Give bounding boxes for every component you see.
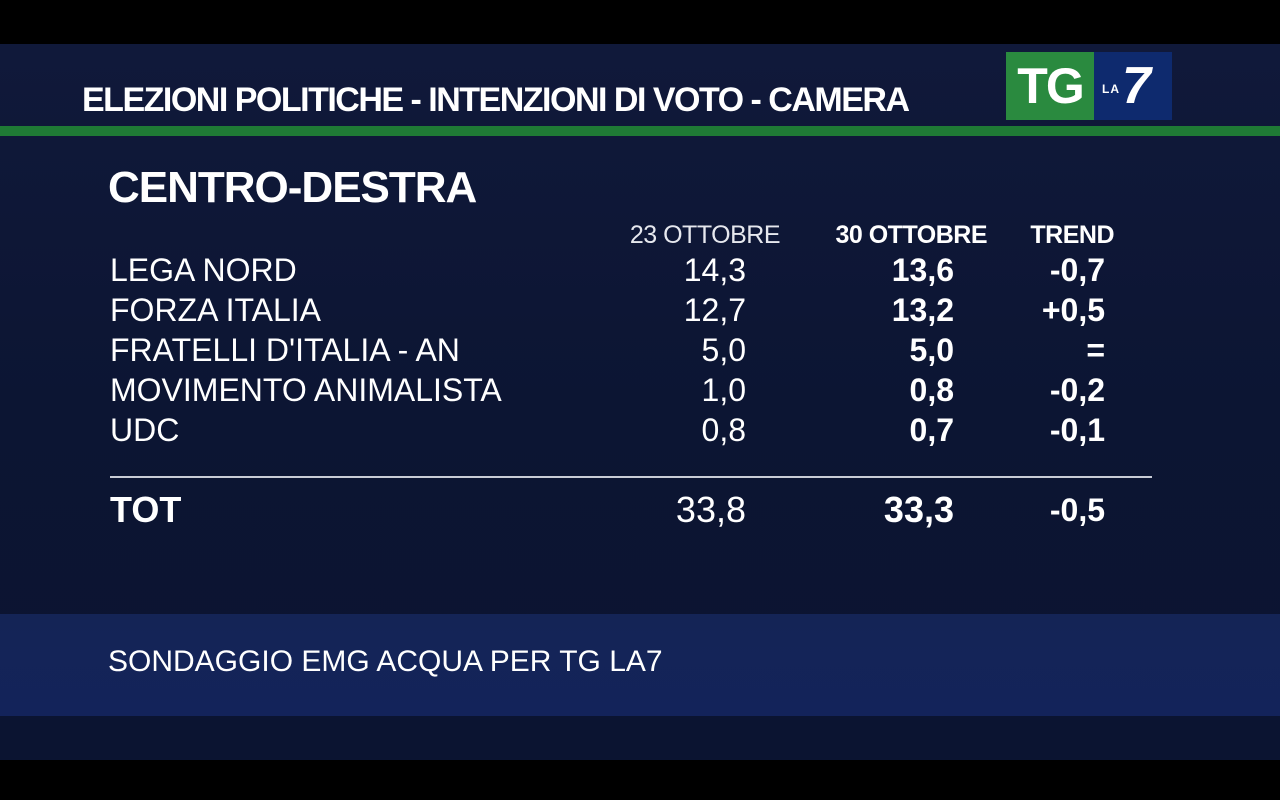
value-trend: -0,7 [1049, 252, 1105, 288]
table-row: FORZA ITALIA 12,7 13,2 +0,5 [0, 290, 1280, 330]
value-30-ottobre: 13,6 [891, 252, 954, 288]
total-divider [110, 476, 1152, 478]
logo-la-text: LA [1102, 82, 1120, 96]
value-23-ottobre: 12,7 [683, 292, 746, 328]
party-rows: LEGA NORD 14,3 13,6 -0,7 FORZA ITALIA 12… [0, 250, 1280, 450]
value-23-ottobre: 5,0 [701, 332, 746, 368]
value-30-ottobre: 5,0 [909, 332, 954, 368]
value-30-ottobre: 0,7 [909, 412, 954, 448]
value-30-ottobre: 0,8 [909, 372, 954, 408]
total-trend: -0,5 [1049, 492, 1105, 528]
table-row: LEGA NORD 14,3 13,6 -0,7 [0, 250, 1280, 290]
table-row: FRATELLI D'ITALIA - AN 5,0 5,0 = [0, 330, 1280, 370]
poll-source: SONDAGGIO EMG ACQUA PER TG LA7 [108, 645, 663, 678]
total-label: TOT [110, 489, 182, 530]
value-23-ottobre: 1,0 [701, 372, 746, 408]
logo-la7-block: LA 7 [1094, 52, 1172, 120]
value-trend: -0,2 [1049, 372, 1105, 408]
column-header-trend: TREND [1030, 221, 1114, 249]
column-header-30-ottobre: 30 OTTOBRE [835, 221, 987, 249]
logo-seven-text: 7 [1122, 57, 1151, 115]
total-row: TOT 33,8 33,3 -0,5 [0, 488, 1280, 532]
section-title: CENTRO-DESTRA [108, 163, 477, 212]
table-row: UDC 0,8 0,7 -0,1 [0, 410, 1280, 450]
footer-band [0, 614, 1280, 716]
column-header-23-ottobre: 23 OTTOBRE [629, 221, 781, 249]
party-name: LEGA NORD [110, 252, 297, 288]
party-name: MOVIMENTO ANIMALISTA [110, 372, 502, 408]
party-name: FORZA ITALIA [110, 292, 321, 328]
value-trend: -0,1 [1049, 412, 1105, 448]
value-trend: +0,5 [1041, 292, 1105, 328]
table-row: MOVIMENTO ANIMALISTA 1,0 0,8 -0,2 [0, 370, 1280, 410]
value-23-ottobre: 0,8 [701, 412, 746, 448]
total-23-ottobre: 33,8 [675, 489, 746, 530]
green-divider-line [0, 126, 1280, 136]
total-30-ottobre: 33,3 [883, 489, 954, 530]
value-trend: = [1086, 332, 1105, 368]
tg-la7-logo: TG LA 7 [1006, 52, 1172, 120]
graphic-title: ELEZIONI POLITICHE - INTENZIONI DI VOTO … [82, 81, 910, 119]
logo-tg-block: TG [1006, 52, 1094, 120]
party-name: UDC [110, 412, 180, 448]
party-name: FRATELLI D'ITALIA - AN [110, 332, 460, 368]
value-30-ottobre: 13,2 [891, 292, 954, 328]
value-23-ottobre: 14,3 [683, 252, 746, 288]
